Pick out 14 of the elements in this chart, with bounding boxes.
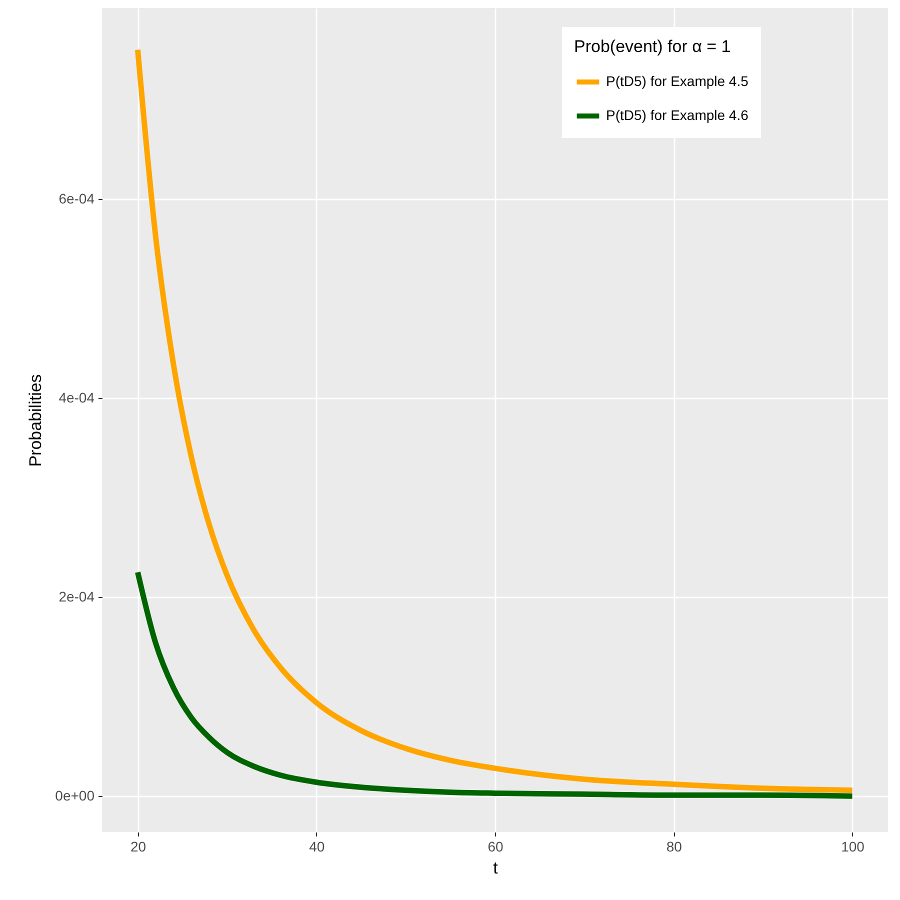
legend-title: Prob(event) for α = 1 (574, 37, 731, 56)
legend-label: P(tD5) for Example 4.5 (606, 73, 749, 89)
y-tick-label: 4e-04 (58, 390, 95, 406)
x-tick-label: 100 (841, 838, 865, 854)
x-tick-label: 60 (488, 838, 504, 854)
y-tick-label: 6e-04 (58, 190, 95, 207)
legend-label: P(tD5) for Example 4.6 (606, 107, 749, 123)
x-tick-label: 20 (130, 838, 146, 854)
x-axis-title: t (493, 858, 498, 878)
x-tick-label: 80 (666, 838, 682, 854)
x-tick-label: 40 (309, 838, 325, 854)
y-tick-label: 0e+00 (55, 788, 95, 804)
y-axis-title: Probabilities (26, 374, 46, 467)
y-tick-label: 2e-04 (58, 588, 95, 605)
